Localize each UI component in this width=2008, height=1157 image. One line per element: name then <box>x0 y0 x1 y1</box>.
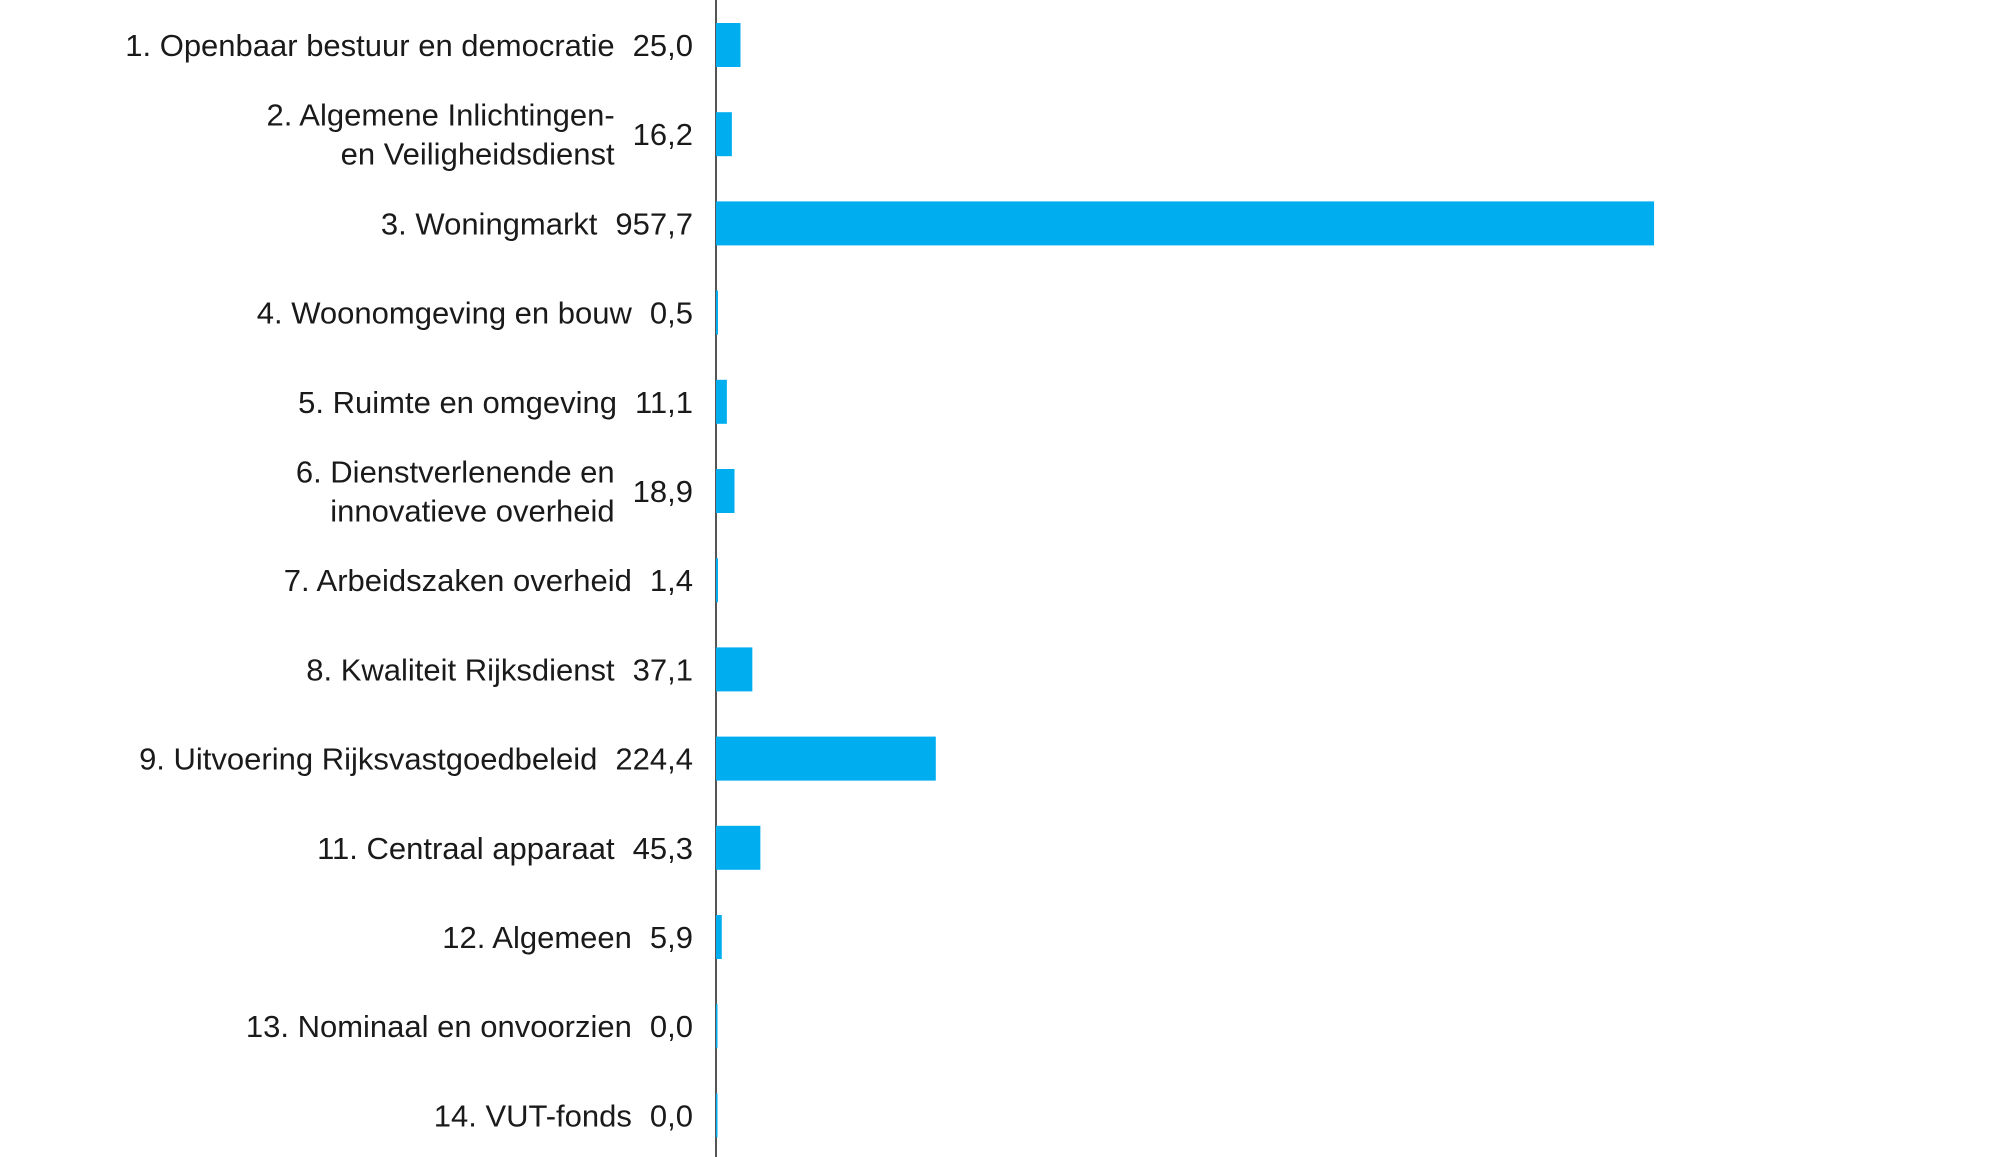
bar-13 <box>716 1093 718 1138</box>
value-label-8: 37,1 <box>633 652 693 687</box>
bar-4 <box>716 290 718 335</box>
bars-layer <box>716 23 1655 1138</box>
category-label-line: 2. Algemene Inlichtingen- <box>267 98 615 133</box>
value-label-9: 224,4 <box>615 742 693 777</box>
bar-5 <box>716 379 727 424</box>
bar-12 <box>716 1004 718 1049</box>
category-label-8: 8. Kwaliteit Rijksdienst <box>306 652 615 687</box>
category-label-line: innovatieve overheid <box>330 494 614 529</box>
bar-10 <box>716 825 761 870</box>
value-label-13: 0,0 <box>650 1098 693 1133</box>
category-label-line: en Veiligheidsdienst <box>341 137 615 172</box>
bar-11 <box>716 915 722 959</box>
category-label-12: 13. Nominaal en onvoorzien <box>246 1009 632 1044</box>
value-label-4: 0,5 <box>650 296 693 331</box>
value-label-5: 11,1 <box>635 385 693 420</box>
value-label-1: 25,0 <box>633 28 693 63</box>
category-label-line: 12. Algemeen <box>442 920 632 955</box>
category-label-5: 5. Ruimte en omgeving <box>298 385 617 420</box>
category-label-line: 4. Woonomgeving en bouw <box>257 296 633 331</box>
bar-7 <box>716 558 718 603</box>
value-label-10: 45,3 <box>633 831 693 866</box>
bar-6 <box>716 469 735 513</box>
category-label-13: 14. VUT-fonds <box>434 1098 632 1133</box>
category-label-3: 3. Woningmarkt <box>381 206 598 241</box>
category-label-line: 6. Dienstverlenende en <box>296 455 615 490</box>
value-label-7: 1,4 <box>650 563 693 598</box>
category-label-line: 5. Ruimte en omgeving <box>298 385 617 420</box>
category-label-2: 2. Algemene Inlichtingen-en Veiligheidsd… <box>267 98 616 172</box>
category-label-11: 12. Algemeen <box>442 920 632 955</box>
category-label-line: 9. Uitvoering Rijksvastgoedbeleid <box>139 742 597 777</box>
category-label-line: 14. VUT-fonds <box>434 1098 632 1133</box>
category-label-10: 11. Centraal apparaat <box>317 831 615 866</box>
category-label-4: 4. Woonomgeving en bouw <box>257 296 633 331</box>
bar-9 <box>716 736 936 781</box>
bar-1 <box>716 23 741 67</box>
category-label-6: 6. Dienstverlenende en innovatieve overhe… <box>296 455 615 529</box>
category-label-line: 8. Kwaliteit Rijksdienst <box>306 652 615 687</box>
bar-3 <box>716 201 1655 246</box>
value-label-12: 0,0 <box>650 1009 693 1044</box>
category-label-line: 1. Openbaar bestuur en democratie <box>125 28 614 63</box>
category-label-line: 7. Arbeidszaken overheid <box>284 563 632 598</box>
category-label-line: 11. Centraal apparaat <box>317 831 615 866</box>
category-label-line: 13. Nominaal en onvoorzien <box>246 1009 632 1044</box>
value-label-6: 18,9 <box>633 474 693 509</box>
category-label-line: 3. Woningmarkt <box>381 206 598 241</box>
value-label-11: 5,9 <box>650 920 693 955</box>
category-label-9: 9. Uitvoering Rijksvastgoedbeleid <box>139 742 597 777</box>
bar-2 <box>716 112 732 157</box>
category-label-7: 7. Arbeidszaken overheid <box>284 563 632 598</box>
category-label-1: 1. Openbaar bestuur en democratie <box>125 28 614 63</box>
value-label-3: 957,7 <box>615 206 693 241</box>
labels-layer: 25,0 1. Openbaar bestuur en democratie 16,… <box>125 28 693 1133</box>
bar-8 <box>716 647 753 692</box>
value-label-2: 16,2 <box>633 117 693 152</box>
